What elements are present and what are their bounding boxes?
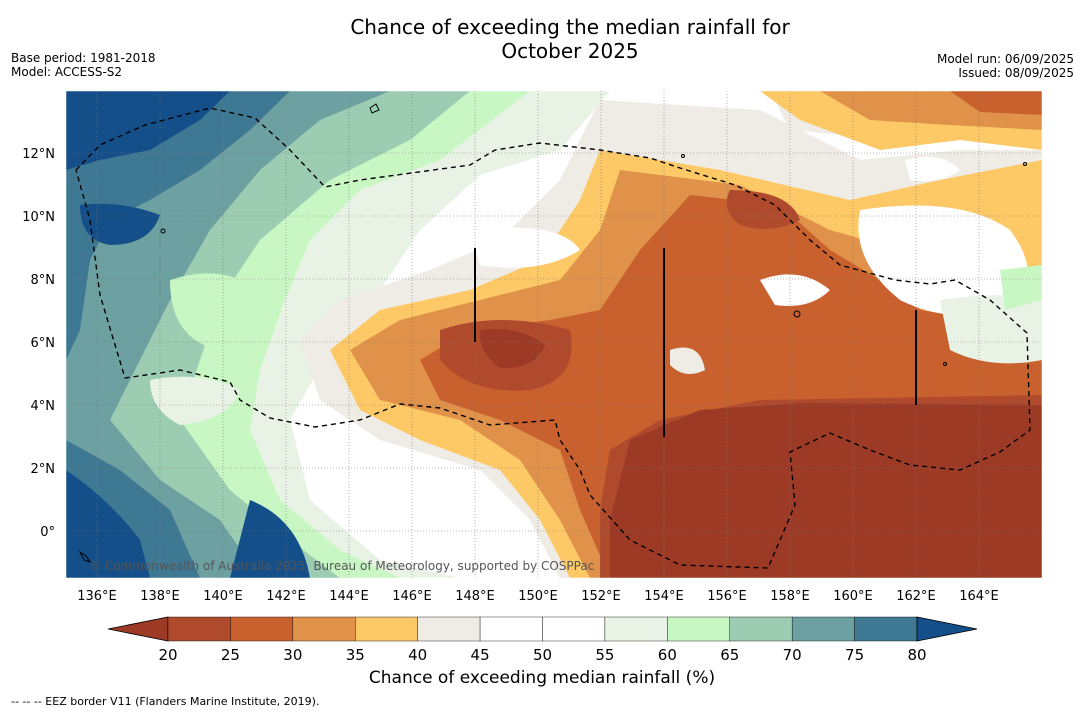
colorbar-tick-label: 80 [907, 646, 926, 664]
colorbar-bin [854, 616, 918, 642]
lon-label: 154°E [644, 589, 684, 604]
lon-label: 164°E [959, 589, 999, 604]
lat-label: 8°N [31, 273, 56, 288]
colorbar-bin [791, 616, 855, 642]
colorbar-tick-label: 75 [845, 646, 864, 664]
lon-label: 148°E [455, 589, 495, 604]
base-period: Base period: 1981-2018 [11, 51, 156, 65]
lon-label: 150°E [518, 589, 558, 604]
colorbar-high-extension [916, 616, 978, 642]
lat-label: 10°N [22, 210, 55, 225]
colorbar-bin [230, 616, 294, 642]
colorbar-bin [167, 616, 231, 642]
colorbar-tick-label: 30 [283, 646, 302, 664]
lon-label: 152°E [581, 589, 621, 604]
colorbar-tick-label: 20 [158, 646, 177, 664]
copyright-notice: © Commonwealth of Australia 2025, Bureau… [89, 559, 594, 573]
lat-label: 6°N [31, 336, 56, 351]
lon-label: 138°E [140, 589, 180, 604]
colorbar-bin [667, 616, 730, 642]
colorbar-bin [292, 616, 356, 642]
colorbar-bin [542, 616, 606, 642]
colorbar-low-extension [107, 616, 169, 642]
colorbar-tick-label: 25 [221, 646, 240, 664]
lon-label: 162°E [896, 589, 936, 604]
lon-label: 160°E [833, 589, 873, 604]
colorbar-tick-label: 65 [720, 646, 739, 664]
colorbar-title: Chance of exceeding median rainfall (%) [368, 668, 716, 688]
latitude-labels: 12°N 10°N 8°N 6°N 4°N 2°N 0° [22, 147, 55, 540]
map-title: Chance of exceeding the median rainfall … [270, 15, 870, 63]
colorbar-tick-label: 40 [408, 646, 427, 664]
colorbar: 20 25 30 35 40 45 50 55 60 65 70 75 80 [107, 616, 978, 664]
rainfall-field: © Commonwealth of Australia 2025, Bureau… [66, 91, 1042, 578]
lat-label: 12°N [22, 147, 55, 162]
lat-label: 4°N [31, 399, 56, 414]
colorbar-tick-label: 35 [346, 646, 365, 664]
lat-label: 2°N [31, 462, 56, 477]
model-name: Model: ACCESS-S2 [11, 65, 123, 79]
colorbar-bin [355, 616, 418, 642]
colorbar-tick-label: 70 [783, 646, 802, 664]
colorbar-bin [417, 616, 481, 642]
colorbar-bin [479, 616, 543, 642]
metadata-right: Model run: 06/09/2025 Issued: 08/09/2025 [937, 52, 1074, 80]
issued-date: Issued: 08/09/2025 [958, 66, 1074, 80]
lon-label: 156°E [707, 589, 747, 604]
eez-footnote: -- -- -- EEZ border V11 (Flanders Marine… [11, 695, 320, 708]
lat-label: 0° [40, 525, 55, 540]
longitude-labels: 136°E 138°E 140°E 142°E 144°E 146°E 148°… [77, 589, 999, 604]
model-run: Model run: 06/09/2025 [936, 52, 1074, 66]
lon-label: 136°E [77, 589, 117, 604]
lon-label: 146°E [392, 589, 432, 604]
colorbar-bin [729, 616, 793, 642]
lon-label: 142°E [266, 589, 306, 604]
colorbar-bin [604, 616, 668, 642]
colorbar-tick-label: 50 [533, 646, 552, 664]
title-line-1: Chance of exceeding the median rainfall … [350, 15, 790, 39]
metadata-left: Base period: 1981-2018 Model: ACCESS-S2 [11, 51, 156, 79]
colorbar-tick-label: 45 [471, 646, 490, 664]
colorbar-tick-label: 60 [658, 646, 677, 664]
colorbar-tick-label: 55 [595, 646, 614, 664]
lon-label: 144°E [329, 589, 369, 604]
lon-label: 140°E [203, 589, 243, 604]
eez-border [75, 107, 1031, 569]
title-line-2: October 2025 [501, 39, 639, 63]
lon-label: 158°E [770, 589, 810, 604]
